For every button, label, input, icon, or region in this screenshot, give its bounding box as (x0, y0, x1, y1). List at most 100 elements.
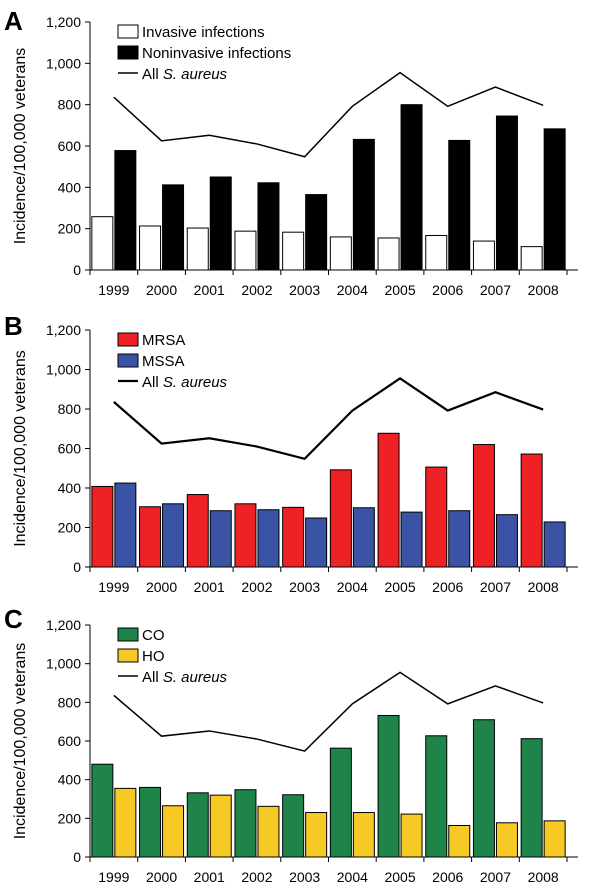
bar-noninvasive-infections (352, 138, 375, 271)
bar-mssa (352, 507, 375, 568)
bar-noninvasive-infections (543, 128, 566, 271)
legend-swatch (117, 45, 139, 60)
bar-noninvasive-infections (162, 184, 185, 271)
bar-invasive-infections (377, 237, 400, 271)
bar-invasive-infections (425, 234, 448, 271)
y-tick-label: 200 (58, 221, 82, 237)
bar-ho (400, 813, 423, 858)
x-tick-label: 2002 (241, 282, 272, 298)
bar-invasive-infections (472, 240, 495, 271)
x-tick-label: 2000 (146, 869, 177, 885)
x-tick-label: 2005 (384, 282, 415, 298)
legend-label: All S. aureus (142, 66, 228, 83)
x-tick-label: 1999 (98, 282, 129, 298)
legend-label: CO (142, 627, 165, 644)
x-tick-label: 2004 (337, 282, 368, 298)
bar-mssa (162, 503, 185, 568)
x-tick-label: 2007 (480, 579, 511, 595)
bar-noninvasive-infections (400, 104, 423, 271)
bar-ho (114, 787, 137, 858)
x-tick-label: 2001 (194, 282, 225, 298)
x-tick-label: 2006 (432, 282, 463, 298)
bar-noninvasive-infections (305, 194, 328, 271)
legend-label-italic: S. aureus (163, 66, 228, 83)
x-tick-label: 2008 (528, 579, 559, 595)
legend-label-prefix: All (142, 66, 163, 83)
legend-swatch (117, 627, 139, 642)
y-tick-label: 1,000 (46, 55, 81, 71)
x-tick-label: 2006 (432, 579, 463, 595)
bar-invasive-infections (234, 230, 257, 271)
x-tick-label: 2000 (146, 282, 177, 298)
bar-mssa (209, 510, 232, 568)
x-tick-label: 2005 (384, 579, 415, 595)
bar-invasive-infections (329, 236, 352, 271)
y-tick-label: 800 (58, 401, 82, 417)
bar-co (520, 738, 543, 858)
y-tick-label: 0 (73, 849, 81, 865)
bar-mssa (495, 514, 518, 568)
x-tick-label: 2004 (337, 579, 368, 595)
bar-ho (209, 794, 232, 858)
bar-mssa (114, 482, 137, 568)
legend-swatch (117, 332, 139, 347)
x-tick-label: 1999 (98, 869, 129, 885)
legend-label: All S. aureus (142, 669, 228, 686)
bar-invasive-infections (186, 227, 209, 271)
x-tick-label: 2005 (384, 869, 415, 885)
bar-mrsa (472, 444, 495, 568)
y-tick-label: 1,200 (46, 14, 81, 30)
legend-label: Invasive infections (142, 24, 265, 41)
bar-invasive-infections (91, 216, 114, 271)
panel-letter: C (4, 604, 23, 634)
panel-letter: B (4, 311, 23, 341)
bar-co (472, 719, 495, 858)
bar-mrsa (377, 432, 400, 568)
legend-swatch (117, 353, 139, 368)
x-tick-label: 2007 (480, 282, 511, 298)
y-tick-label: 800 (58, 694, 82, 710)
x-tick-label: 2003 (289, 579, 320, 595)
bar-mssa (448, 510, 471, 568)
y-tick-label: 600 (58, 441, 82, 457)
line-all-s-aureus (113, 377, 544, 460)
y-tick-label: 400 (58, 480, 82, 496)
x-tick-label: 2003 (289, 869, 320, 885)
bar-mrsa (282, 506, 305, 568)
x-tick-label: 2002 (241, 869, 272, 885)
legend-label: All S. aureus (142, 374, 228, 391)
bar-noninvasive-infections (257, 182, 280, 271)
y-tick-label: 400 (58, 772, 82, 788)
bar-mrsa (139, 506, 162, 568)
y-tick-label: 1,000 (46, 656, 81, 672)
bar-mrsa (329, 469, 352, 568)
legend-label-prefix: All (142, 374, 163, 391)
legend-label: Noninvasive infections (142, 45, 291, 62)
bar-invasive-infections (520, 246, 543, 271)
y-tick-label: 1,200 (46, 322, 81, 338)
panel-a: A Incidence/100,000 veterans 0 200 400 600 800… (4, 6, 578, 298)
legend-label: HO (142, 648, 165, 665)
line-all-s-aureus (113, 671, 544, 752)
y-tick-label: 600 (58, 138, 82, 154)
bar-noninvasive-infections (495, 115, 518, 271)
bar-mrsa (234, 503, 257, 568)
bar-noninvasive-infections (114, 150, 137, 271)
y-tick-label: 1,000 (46, 362, 81, 378)
y-tick-label: 600 (58, 733, 82, 749)
x-tick-label: 2002 (241, 579, 272, 595)
y-axis-title: Incidence/100,000 veterans (12, 48, 29, 245)
x-tick-label: 1999 (98, 579, 129, 595)
bar-mssa (543, 521, 566, 568)
x-tick-label: 2001 (194, 869, 225, 885)
y-tick-label: 200 (58, 810, 82, 826)
bar-ho (495, 822, 518, 858)
bar-co (91, 763, 114, 858)
y-tick-label: 200 (58, 520, 82, 536)
x-tick-label: 2000 (146, 579, 177, 595)
bar-ho (257, 805, 280, 858)
legend-label: MSSA (142, 353, 185, 370)
y-tick-label: 1,200 (46, 617, 81, 633)
panel-letter: A (4, 6, 23, 36)
